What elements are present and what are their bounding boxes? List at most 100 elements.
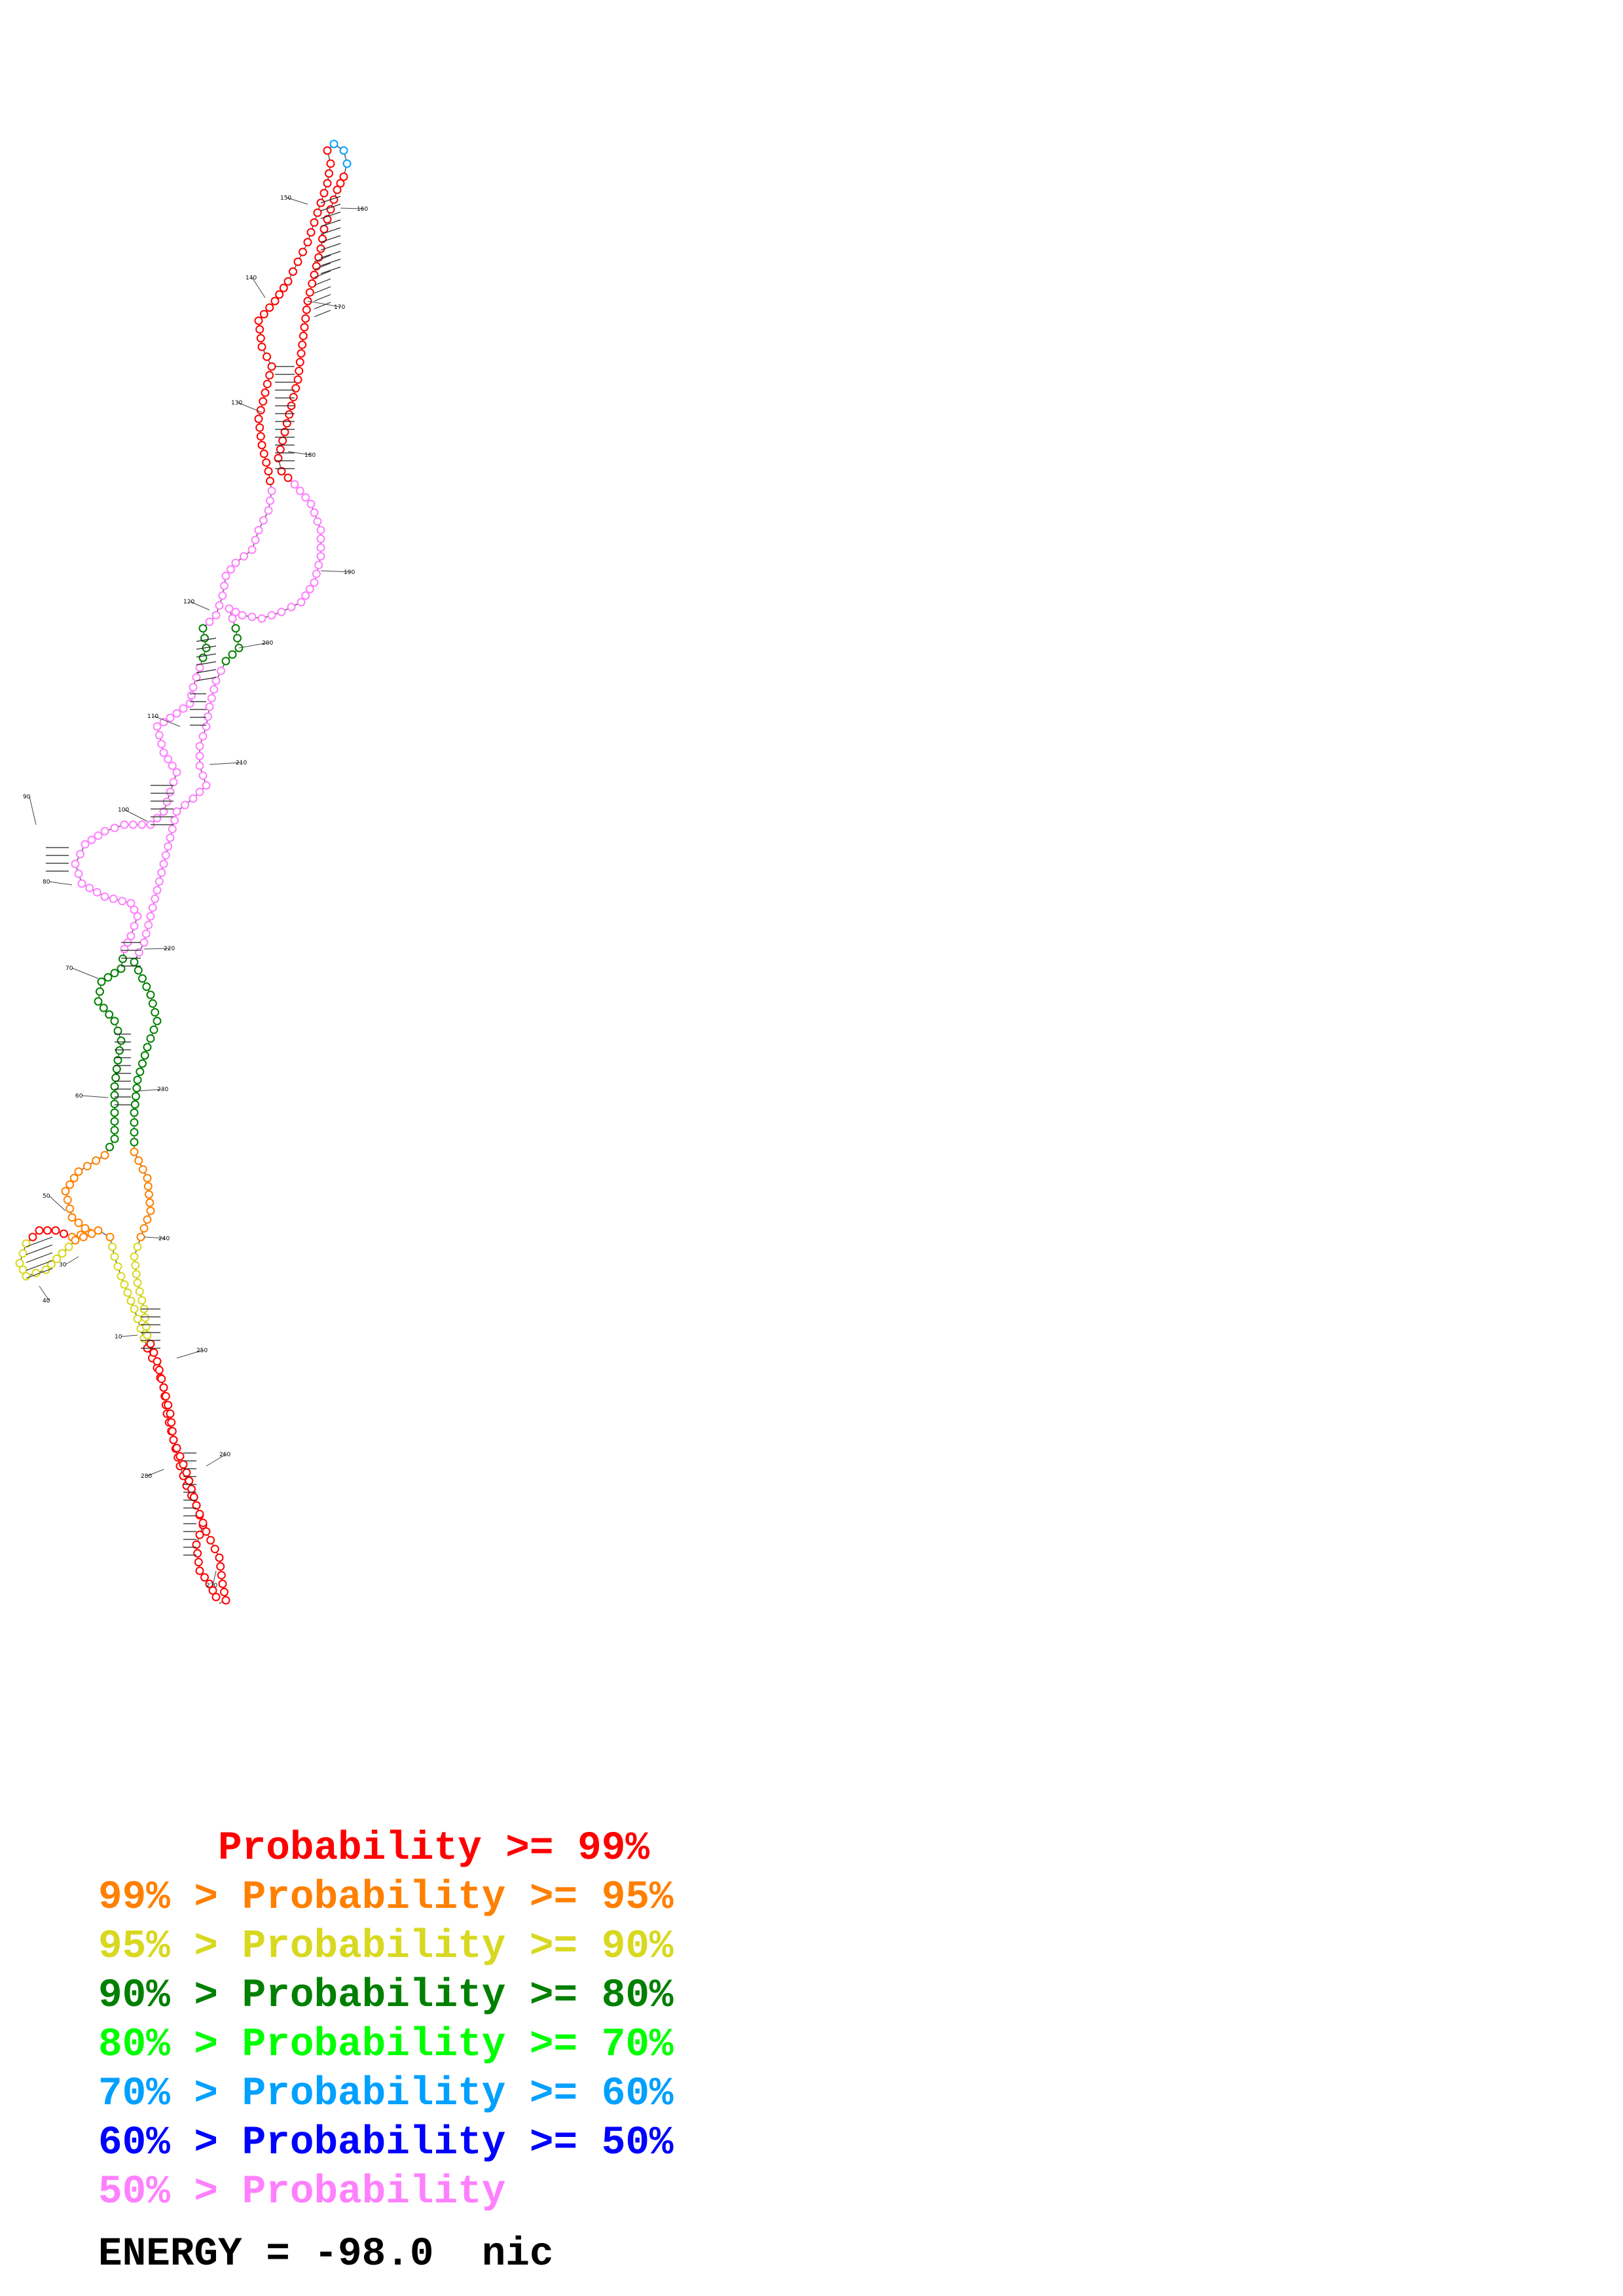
- nucleotide: [202, 781, 211, 790]
- nucleotide: [151, 1008, 160, 1017]
- nucleotide: [143, 1043, 152, 1052]
- nucleotide: [316, 244, 325, 253]
- nucleotide: [217, 666, 225, 675]
- nucleotide: [298, 340, 307, 350]
- base-pair-bond: [196, 677, 217, 681]
- nucleotide: [231, 558, 240, 567]
- position-tick: [81, 1095, 109, 1098]
- nucleotide: [247, 613, 257, 621]
- nucleotide: [217, 1571, 226, 1580]
- nucleotide: [155, 877, 164, 886]
- nucleotide: [267, 611, 276, 620]
- nucleotide: [118, 897, 127, 906]
- nucleotide: [170, 816, 179, 825]
- nucleotide: [126, 931, 136, 941]
- nucleotide: [133, 1278, 142, 1287]
- nucleotide: [105, 1232, 115, 1242]
- nucleotide: [133, 1314, 142, 1323]
- nucleotide: [262, 458, 271, 467]
- nucleotide: [110, 1082, 119, 1091]
- nucleotide: [220, 1588, 228, 1596]
- nucleotide: [166, 833, 175, 842]
- legend-line-8: 50% > Probability: [98, 2170, 506, 2215]
- nucleotide: [339, 172, 348, 181]
- nucleotide: [179, 704, 188, 713]
- nucleotide: [145, 1198, 155, 1207]
- nucleotide: [264, 467, 273, 476]
- nucleotide: [287, 603, 296, 611]
- nucleotide: [128, 820, 137, 829]
- nucleotide: [251, 535, 260, 545]
- position-label-30: 30: [59, 1262, 67, 1268]
- nucleotide: [310, 578, 319, 587]
- nucleotide: [297, 349, 306, 358]
- nucleotide: [110, 1126, 119, 1135]
- nucleotide: [159, 1383, 168, 1392]
- energy-label: ENERGY = -98.0 nic: [98, 2232, 554, 2277]
- nucleotide: [144, 920, 153, 929]
- base-pair-bond: [26, 1252, 53, 1263]
- nucleotide: [291, 384, 301, 393]
- nucleotide: [300, 323, 309, 332]
- position-label-60: 60: [75, 1093, 83, 1100]
- nucleotide: [113, 1056, 122, 1065]
- nucleotide: [166, 787, 175, 797]
- nucleotide: [100, 1151, 109, 1160]
- nucleotide: [192, 673, 201, 682]
- nucleotide: [275, 290, 284, 299]
- nucleotide: [139, 938, 149, 947]
- nucleotide: [61, 1187, 70, 1196]
- position-tick: [320, 570, 351, 573]
- nucleotide: [103, 973, 113, 982]
- nucleotide: [138, 974, 147, 983]
- nucleotide: [259, 310, 268, 319]
- position-label-120: 120: [183, 599, 194, 605]
- nucleotide: [126, 1297, 136, 1305]
- nucleotide: [77, 879, 86, 888]
- nucleotide: [64, 1242, 73, 1251]
- nucleotide: [208, 1586, 217, 1595]
- nucleotide: [71, 859, 80, 869]
- nucleotide: [108, 1242, 117, 1251]
- nucleotide: [137, 820, 147, 829]
- position-label-110: 110: [147, 713, 158, 720]
- nucleotide: [110, 1134, 119, 1143]
- nucleotide: [195, 787, 204, 797]
- base-pair-bond: [314, 310, 331, 317]
- nucleotide: [71, 1236, 80, 1245]
- nucleotide: [210, 685, 219, 694]
- nucleotide: [60, 1229, 68, 1238]
- nucleotide: [166, 1409, 175, 1418]
- nucleotide: [110, 1108, 119, 1117]
- nucleotide: [301, 314, 310, 323]
- base-pair-bond: [314, 262, 331, 270]
- nucleotide: [259, 449, 268, 458]
- nucleotide: [135, 948, 143, 957]
- nucleotide: [120, 820, 129, 829]
- legend-line-5: 80% > Probability >= 70%: [98, 2022, 674, 2068]
- nucleotide: [301, 493, 310, 502]
- nucleotide: [58, 1249, 67, 1258]
- nucleotide: [202, 1527, 211, 1536]
- position-label-100: 100: [118, 807, 129, 814]
- position-label-40: 40: [43, 1298, 50, 1304]
- nucleotide: [115, 1046, 124, 1055]
- nucleotide: [143, 1174, 152, 1183]
- nucleotide: [257, 614, 266, 623]
- nucleotide: [110, 969, 119, 978]
- position-tick: [71, 967, 99, 979]
- nucleotide: [256, 432, 265, 441]
- nucleotide: [277, 467, 286, 476]
- nucleotide: [312, 569, 321, 579]
- nucleotide: [195, 761, 204, 770]
- nucleotide: [141, 929, 151, 939]
- nucleotide: [69, 1174, 79, 1183]
- position-tick: [147, 1469, 164, 1477]
- nucleotide: [65, 1180, 75, 1189]
- nucleotide: [228, 650, 237, 659]
- nucleotide: [52, 1254, 62, 1263]
- nucleotide: [215, 601, 224, 610]
- nucleotide: [153, 722, 162, 731]
- nucleotide: [303, 238, 312, 247]
- position-tick: [29, 796, 37, 825]
